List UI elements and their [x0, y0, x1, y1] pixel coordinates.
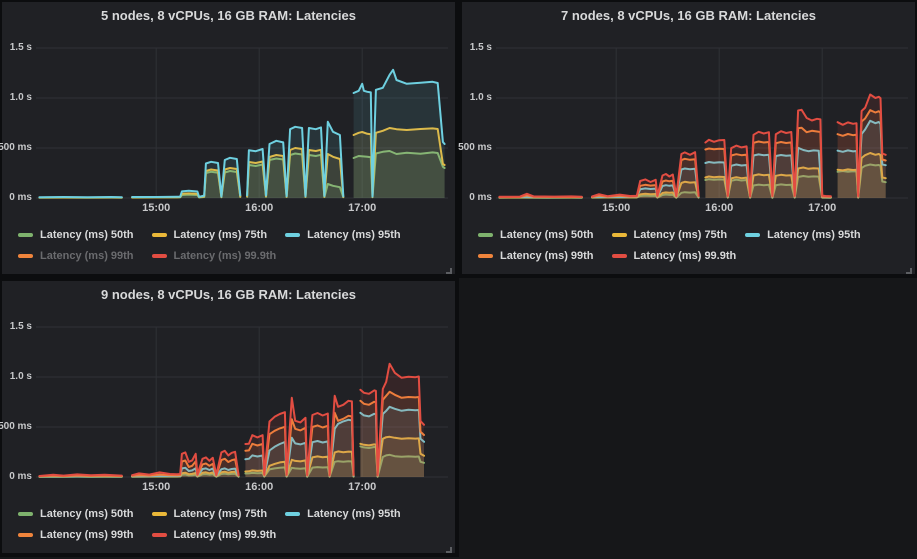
graph-panel-5-nodes: 5 nodes, 8 vCPUs, 16 GB RAM: Latencies L… [2, 2, 455, 274]
legend-swatch-icon [612, 254, 627, 258]
legend-swatch-icon [285, 233, 300, 237]
legend-label: Latency (ms) 95th [307, 508, 401, 520]
legend-item-latency-ms-99th[interactable]: Latency (ms) 99th [18, 247, 134, 264]
legend-swatch-icon [745, 233, 760, 237]
legend-swatch-icon [478, 254, 493, 258]
y-axis-tick-label: 0 ms [0, 192, 32, 203]
legend-item-latency-ms-99-9th[interactable]: Latency (ms) 99.9th [152, 526, 277, 543]
latency-chart[interactable] [496, 48, 908, 198]
y-axis-tick-label: 500 ms [456, 142, 492, 153]
panel-resize-handle[interactable] [443, 541, 453, 551]
plot-area[interactable] [36, 327, 448, 477]
panel-title[interactable]: 7 nodes, 8 vCPUs, 16 GB RAM: Latencies [462, 8, 915, 23]
legend-label: Latency (ms) 50th [40, 508, 134, 520]
legend: Latency (ms) 50th Latency (ms) 75th Latenc… [18, 226, 438, 264]
legend-item-latency-ms-75th[interactable]: Latency (ms) 75th [152, 226, 268, 243]
latency-chart[interactable] [36, 48, 448, 198]
legend-label: Latency (ms) 99.9th [174, 529, 277, 541]
y-axis-tick-label: 500 ms [0, 421, 32, 432]
y-axis-tick-label: 500 ms [0, 142, 32, 153]
y-axis-tick-label: 1.5 s [456, 42, 492, 53]
legend-item-latency-ms-95th[interactable]: Latency (ms) 95th [285, 505, 401, 522]
panel-title[interactable]: 9 nodes, 8 vCPUs, 16 GB RAM: Latencies [2, 287, 455, 302]
legend: Latency (ms) 50th Latency (ms) 75th Latenc… [18, 505, 438, 543]
legend-item-latency-ms-50th[interactable]: Latency (ms) 50th [478, 226, 594, 243]
panel-title[interactable]: 5 nodes, 8 vCPUs, 16 GB RAM: Latencies [2, 8, 455, 23]
legend-label: Latency (ms) 75th [634, 229, 728, 241]
legend-label: Latency (ms) 95th [307, 229, 401, 241]
y-axis-tick-label: 0 ms [456, 192, 492, 203]
legend-label: Latency (ms) 99th [40, 529, 134, 541]
legend-label: Latency (ms) 99.9th [174, 250, 277, 262]
legend-swatch-icon [18, 533, 33, 537]
plot-area[interactable] [496, 48, 908, 198]
legend-label: Latency (ms) 99.9th [634, 250, 737, 262]
legend-swatch-icon [152, 512, 167, 516]
x-axis-tick-label: 17:00 [348, 481, 376, 493]
x-axis-tick-label: 17:00 [808, 202, 836, 214]
x-axis-tick-label: 17:00 [348, 202, 376, 214]
legend-swatch-icon [18, 254, 33, 258]
legend-swatch-icon [18, 512, 33, 516]
x-axis-tick-label: 15:00 [602, 202, 630, 214]
legend-label: Latency (ms) 99th [40, 250, 134, 262]
series-area-latency-ms-99-9th [360, 364, 424, 477]
plot-area[interactable] [36, 48, 448, 198]
legend-item-latency-ms-99th[interactable]: Latency (ms) 99th [478, 247, 594, 264]
x-axis-tick-label: 16:00 [245, 481, 273, 493]
y-axis-tick-label: 1.5 s [0, 321, 32, 332]
legend-item-latency-ms-99-9th[interactable]: Latency (ms) 99.9th [612, 247, 737, 264]
x-axis-tick-label: 15:00 [142, 481, 170, 493]
series-area-latency-ms-95th [247, 122, 343, 198]
x-axis-tick-label: 16:00 [245, 202, 273, 214]
y-axis-tick-label: 1.0 s [456, 92, 492, 103]
latency-chart[interactable] [36, 327, 448, 477]
panel-resize-handle[interactable] [903, 262, 913, 272]
y-axis-tick-label: 1.0 s [0, 92, 32, 103]
legend-swatch-icon [152, 254, 167, 258]
legend-item-latency-ms-99-9th[interactable]: Latency (ms) 99.9th [152, 247, 277, 264]
legend-swatch-icon [612, 233, 627, 237]
x-axis-tick-label: 16:00 [705, 202, 733, 214]
legend-item-latency-ms-95th[interactable]: Latency (ms) 95th [285, 226, 401, 243]
legend-item-latency-ms-50th[interactable]: Latency (ms) 50th [18, 226, 134, 243]
legend: Latency (ms) 50th Latency (ms) 75th Latenc… [478, 226, 898, 264]
legend-label: Latency (ms) 75th [174, 508, 268, 520]
legend-label: Latency (ms) 75th [174, 229, 268, 241]
legend-swatch-icon [285, 512, 300, 516]
legend-label: Latency (ms) 99th [500, 250, 594, 262]
legend-swatch-icon [152, 533, 167, 537]
series-area-latency-ms-95th [354, 70, 445, 198]
legend-label: Latency (ms) 50th [500, 229, 594, 241]
legend-swatch-icon [18, 233, 33, 237]
legend-item-latency-ms-99th[interactable]: Latency (ms) 99th [18, 526, 134, 543]
graph-panel-9-nodes: 9 nodes, 8 vCPUs, 16 GB RAM: Latencies L… [2, 281, 455, 553]
y-axis-tick-label: 0 ms [0, 471, 32, 482]
legend-item-latency-ms-75th[interactable]: Latency (ms) 75th [612, 226, 728, 243]
x-axis-tick-label: 15:00 [142, 202, 170, 214]
panel-resize-handle[interactable] [443, 262, 453, 272]
legend-item-latency-ms-75th[interactable]: Latency (ms) 75th [152, 505, 268, 522]
y-axis-tick-label: 1.0 s [0, 371, 32, 382]
legend-item-latency-ms-50th[interactable]: Latency (ms) 50th [18, 505, 134, 522]
legend-label: Latency (ms) 95th [767, 229, 861, 241]
graph-panel-7-nodes: 7 nodes, 8 vCPUs, 16 GB RAM: Latencies L… [462, 2, 915, 274]
legend-swatch-icon [152, 233, 167, 237]
legend-item-latency-ms-95th[interactable]: Latency (ms) 95th [745, 226, 861, 243]
series-line-latency-ms-99-9th [499, 194, 581, 197]
series-area-latency-ms-99-9th [592, 152, 699, 198]
legend-swatch-icon [478, 233, 493, 237]
legend-label: Latency (ms) 50th [40, 229, 134, 241]
y-axis-tick-label: 1.5 s [0, 42, 32, 53]
